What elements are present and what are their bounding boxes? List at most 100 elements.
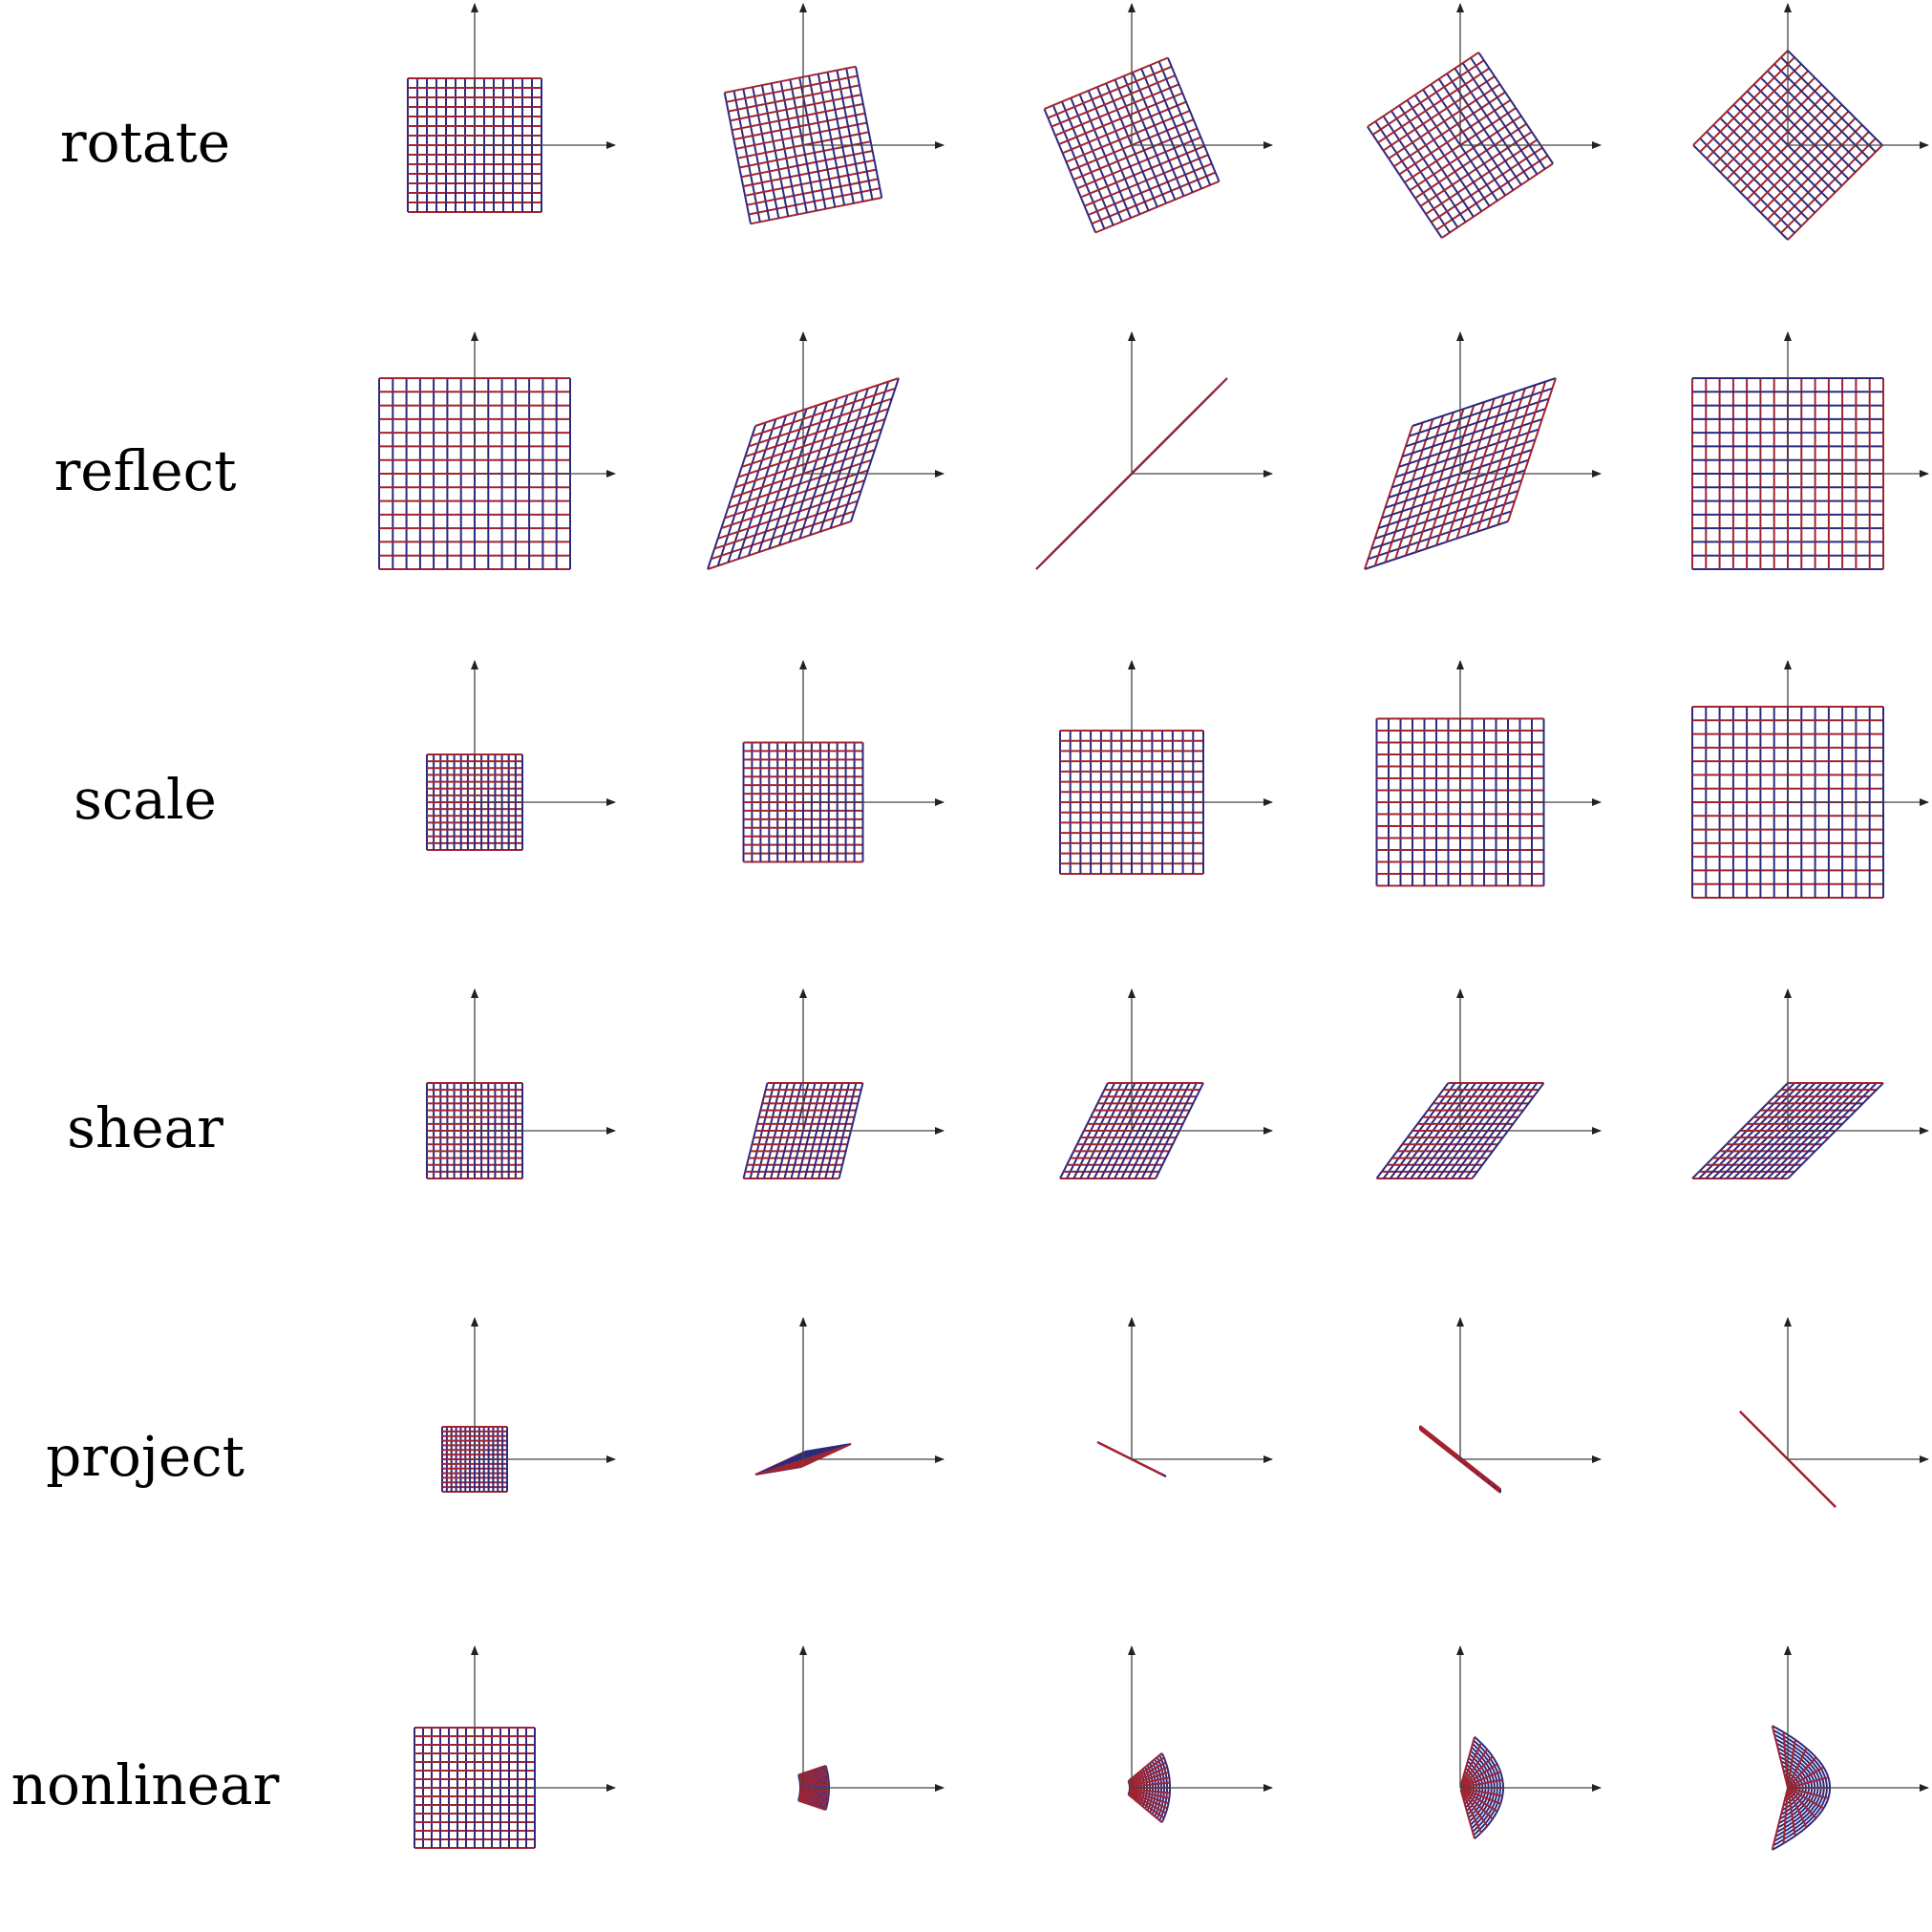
grid-line [1466, 391, 1517, 536]
grid-line [1430, 83, 1507, 197]
transformed-grid [754, 1443, 852, 1476]
grid-line [1129, 1776, 1170, 1787]
grid-line [1787, 1787, 1796, 1836]
grid-line [1066, 110, 1191, 163]
grid-line [855, 66, 883, 199]
grid-line [836, 70, 864, 202]
grid-line [1455, 394, 1506, 540]
grid-line [1128, 1756, 1165, 1783]
transformed-grid [1043, 56, 1221, 234]
grid-line [1460, 1788, 1498, 1813]
grid-line [1127, 1794, 1163, 1823]
grid-line [732, 102, 863, 132]
row-label-reflect: reflect [54, 438, 237, 503]
panel-shear-2 [742, 988, 945, 1179]
grid-line [1461, 1787, 1501, 1805]
panel-scale-1 [426, 660, 616, 851]
grid-line [1460, 1788, 1489, 1827]
panel-rotate-1 [407, 3, 616, 213]
grid-line [1127, 1752, 1163, 1782]
grid-line [829, 384, 880, 529]
grid-line [1058, 92, 1183, 146]
panel-reflect-1 [378, 331, 616, 570]
panel-rotate-5 [1692, 3, 1929, 241]
grid-line [1460, 1788, 1494, 1820]
grid-line [1461, 1771, 1501, 1789]
panel-project-1 [441, 1317, 616, 1493]
grid-line [1476, 388, 1526, 533]
grid-line [826, 72, 855, 204]
grid-line [1773, 63, 1870, 159]
grid-line [1771, 1725, 1789, 1789]
grid-line [1131, 377, 1228, 475]
grid-line [1454, 68, 1530, 180]
grid-line [1699, 56, 1795, 153]
panel-project-5 [1739, 1317, 1929, 1508]
grid-line [1787, 1748, 1808, 1789]
grid-line [799, 1792, 829, 1798]
grid-line [1460, 1749, 1489, 1788]
panel-scale-4 [1375, 660, 1602, 887]
row-label-scale: scale [74, 767, 217, 832]
panel-shear-4 [1375, 988, 1602, 1179]
grid-line [1128, 1792, 1167, 1815]
grid-line [1157, 61, 1212, 186]
grid-line [1140, 68, 1194, 193]
grid-line [1054, 83, 1179, 137]
grid-line [1460, 1763, 1498, 1788]
grid-line [799, 1773, 829, 1782]
row-label-nonlinear: nonlinear [11, 1752, 280, 1817]
grid-line [1460, 1755, 1494, 1788]
panel-nonlinear-1 [414, 1645, 616, 1849]
grid-line [799, 1794, 829, 1802]
panel-reflect-3 [1035, 331, 1273, 570]
grid-line [1129, 1790, 1169, 1805]
grid-line [1129, 1781, 1170, 1788]
grid-line [1096, 1441, 1163, 1476]
grid-line [1129, 1788, 1170, 1794]
panel-reflect-5 [1691, 331, 1929, 570]
grid-line [818, 388, 869, 533]
grid-line [808, 75, 837, 207]
grid-line [799, 1783, 829, 1787]
grid-line [845, 68, 874, 201]
grid-line [799, 1780, 829, 1786]
grid-line [1394, 428, 1539, 478]
grid-line [1062, 100, 1187, 155]
panel-rotate-3 [1043, 3, 1273, 234]
grid-line [1497, 381, 1547, 525]
panel-nonlinear-2 [797, 1645, 945, 1812]
grid-line [1782, 1731, 1789, 1789]
transformed-grid [1035, 377, 1228, 570]
grid-line [800, 1443, 852, 1468]
grid-line [1732, 90, 1830, 187]
grid-line [798, 77, 827, 209]
grid-line [733, 112, 865, 140]
panel-shear-3 [1059, 988, 1273, 1179]
grid-line [798, 394, 849, 540]
grid-line [799, 1790, 829, 1795]
grid-line [1459, 1742, 1482, 1787]
panel-nonlinear-5 [1771, 1645, 1929, 1851]
grid-line [1129, 1789, 1170, 1799]
grid-line [1782, 1787, 1789, 1844]
grid-line [804, 1443, 852, 1453]
grid-line [1461, 62, 1539, 175]
grid-line [1459, 1789, 1476, 1839]
grid-line [1391, 438, 1536, 489]
grid-line [1149, 64, 1202, 189]
grid-line [1409, 387, 1553, 437]
row-label-project: project [46, 1424, 244, 1489]
grid-line [1048, 65, 1173, 119]
grid-line [1746, 90, 1843, 187]
grid-line [1726, 83, 1823, 180]
grid-line [1787, 1756, 1817, 1789]
grid-line [1719, 76, 1816, 174]
grid-line [1161, 1474, 1167, 1477]
grid-line [1377, 67, 1490, 144]
grid-line [1401, 408, 1546, 458]
grid-line [1787, 1739, 1796, 1789]
grid-line [1507, 377, 1557, 522]
grid-line [1787, 1787, 1817, 1819]
grid-line [1129, 1771, 1169, 1786]
